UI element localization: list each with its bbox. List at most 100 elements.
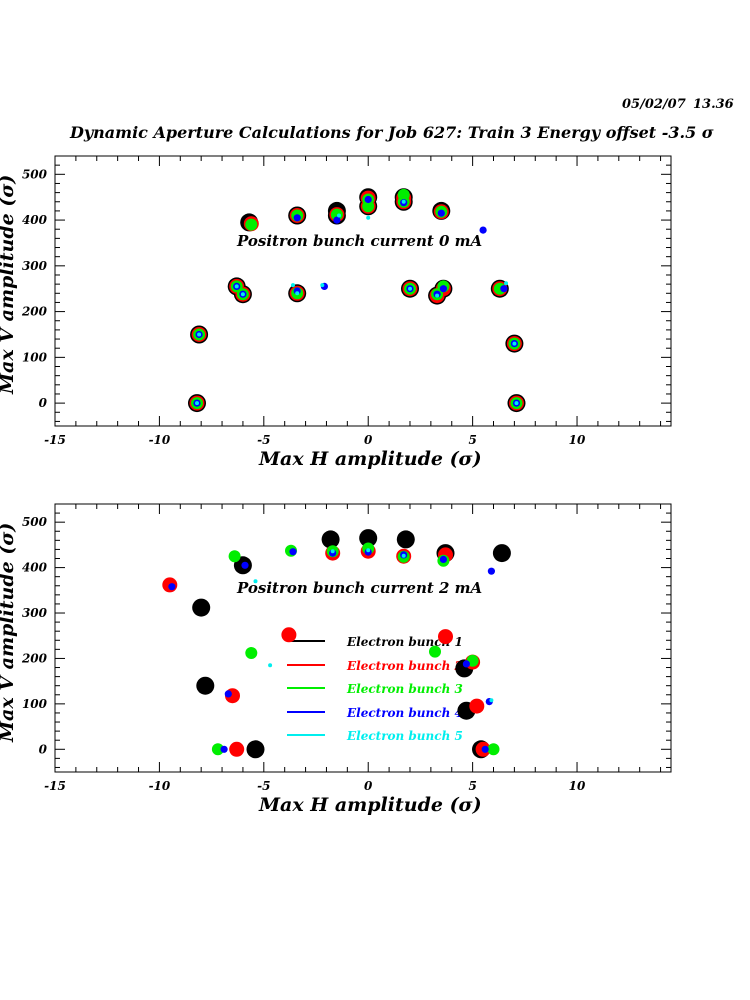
top-y-axis-label: Max V amplitude (σ) xyxy=(0,175,18,395)
point-bunch-4 xyxy=(481,745,489,753)
x-tick-label: -10 xyxy=(149,433,171,447)
point-bunch-4 xyxy=(437,209,445,217)
point-bunch-5 xyxy=(504,281,508,286)
point-bunch-5 xyxy=(401,199,406,204)
point-bunch-2 xyxy=(281,627,297,643)
point-bunch-5 xyxy=(489,698,494,703)
bottom-plot-frame xyxy=(54,503,672,773)
point-bunch-4 xyxy=(333,216,341,224)
point-bunch-5 xyxy=(291,283,295,288)
y-tick-label: 500 xyxy=(22,515,48,529)
bottom-x-tick-labels: -15 -10 -5 0 5 10 xyxy=(44,779,586,793)
legend: Electron bunch 1 Electron bunch 2 Electr… xyxy=(287,635,463,743)
y-tick-label: 400 xyxy=(22,561,48,575)
x-tick-label: -15 xyxy=(44,779,66,793)
plot-date: 05/02/07 xyxy=(622,97,686,112)
point-bunch-2 xyxy=(469,698,485,714)
point-bunch-5 xyxy=(337,213,341,218)
y-tick-label: 0 xyxy=(39,742,48,756)
top-axis-ticks xyxy=(54,155,671,426)
x-tick-label: 10 xyxy=(569,779,586,793)
point-bunch-3 xyxy=(487,743,500,756)
point-bunch-3 xyxy=(362,200,375,213)
plot-time: 13.36 xyxy=(693,97,734,112)
point-bunch-1 xyxy=(396,530,415,549)
plot-title: Dynamic Aperture Calculations for Job 62… xyxy=(69,123,714,142)
x-tick-label: -10 xyxy=(149,779,171,793)
y-tick-label: 100 xyxy=(22,350,48,364)
point-bunch-5 xyxy=(295,291,300,296)
point-bunch-5 xyxy=(408,286,412,291)
point-bunch-5 xyxy=(197,332,202,337)
point-bunch-4 xyxy=(439,285,447,293)
point-bunch-5 xyxy=(514,401,519,406)
point-bunch-3 xyxy=(330,208,343,221)
point-bunch-5 xyxy=(195,401,199,406)
x-tick-label: -15 xyxy=(44,433,66,447)
y-tick-label: 0 xyxy=(39,396,48,410)
point-bunch-4 xyxy=(439,555,447,564)
point-bunch-5 xyxy=(234,284,239,289)
top-x-tick-labels: -15 -10 -5 0 5 10 xyxy=(44,433,586,447)
legend-label-bunch5: Electron bunch 5 xyxy=(346,729,463,743)
point-bunch-1 xyxy=(321,530,340,549)
top-data-points xyxy=(188,188,526,413)
point-bunch-4 xyxy=(293,214,301,222)
point-bunch-1 xyxy=(492,544,511,563)
x-tick-label: 0 xyxy=(364,433,373,447)
point-bunch-4 xyxy=(462,660,470,668)
point-bunch-1 xyxy=(196,676,215,695)
top-plot-frame xyxy=(54,155,672,427)
point-bunch-4 xyxy=(500,285,508,293)
x-tick-label: -5 xyxy=(257,433,270,447)
point-bunch-1 xyxy=(246,740,265,759)
x-tick-label: 0 xyxy=(364,779,373,793)
y-tick-label: 400 xyxy=(22,213,48,227)
top-y-tick-labels: 0 100 200 300 400 500 xyxy=(21,167,48,410)
y-tick-label: 500 xyxy=(22,167,48,181)
point-bunch-3 xyxy=(245,218,258,231)
point-bunch-5 xyxy=(435,293,440,298)
y-tick-label: 300 xyxy=(22,259,48,273)
y-tick-label: 200 xyxy=(21,651,48,665)
legend-label-bunch4: Electron bunch 4 xyxy=(346,706,463,720)
bottom-x-axis-label: Max H amplitude (σ) xyxy=(258,794,482,816)
point-bunch-4 xyxy=(364,195,372,204)
point-bunch-4 xyxy=(487,567,495,575)
point-bunch-2 xyxy=(438,629,453,645)
top-x-axis-label: Max H amplitude (σ) xyxy=(258,448,482,470)
point-bunch-5 xyxy=(253,579,258,584)
point-bunch-5 xyxy=(330,549,335,554)
point-bunch-4 xyxy=(224,690,232,698)
bottom-y-axis-label: Max V amplitude (σ) xyxy=(0,523,18,743)
legend-label-bunch1: Electron bunch 1 xyxy=(346,635,463,649)
y-tick-label: 100 xyxy=(22,697,48,711)
top-chart: -15 -10 -5 0 5 10 0 100 200 300 400 500 Positron b… xyxy=(0,155,672,470)
point-bunch-1 xyxy=(359,529,378,548)
point-bunch-4 xyxy=(289,548,297,556)
point-bunch-5 xyxy=(268,663,273,668)
point-bunch-5 xyxy=(320,283,325,288)
point-bunch-1 xyxy=(192,598,211,617)
x-tick-label: 10 xyxy=(569,433,586,447)
bottom-chart: -15 -10 -5 0 5 10 0 100 200 300 400 500 Electron b… xyxy=(0,503,672,816)
point-bunch-3 xyxy=(245,647,258,659)
y-tick-label: 200 xyxy=(21,305,48,319)
x-tick-label: -5 xyxy=(257,779,270,793)
point-bunch-5 xyxy=(401,553,406,558)
point-bunch-4 xyxy=(479,226,487,234)
bottom-data-points xyxy=(162,529,511,759)
legend-label-bunch2: Electron bunch 2 xyxy=(346,659,463,673)
point-bunch-5 xyxy=(366,215,371,220)
point-bunch-5 xyxy=(366,548,371,553)
point-bunch-5 xyxy=(240,292,245,297)
bottom-annotation: Positron bunch current 2 mA xyxy=(236,579,482,597)
legend-label-bunch3: Electron bunch 3 xyxy=(346,682,463,696)
point-bunch-2 xyxy=(229,741,245,757)
point-bunch-3 xyxy=(228,550,241,563)
point-bunch-4 xyxy=(168,583,176,591)
bottom-y-tick-labels: 0 100 200 300 400 500 xyxy=(21,515,48,756)
y-tick-label: 300 xyxy=(22,606,48,620)
point-bunch-3 xyxy=(429,645,441,658)
